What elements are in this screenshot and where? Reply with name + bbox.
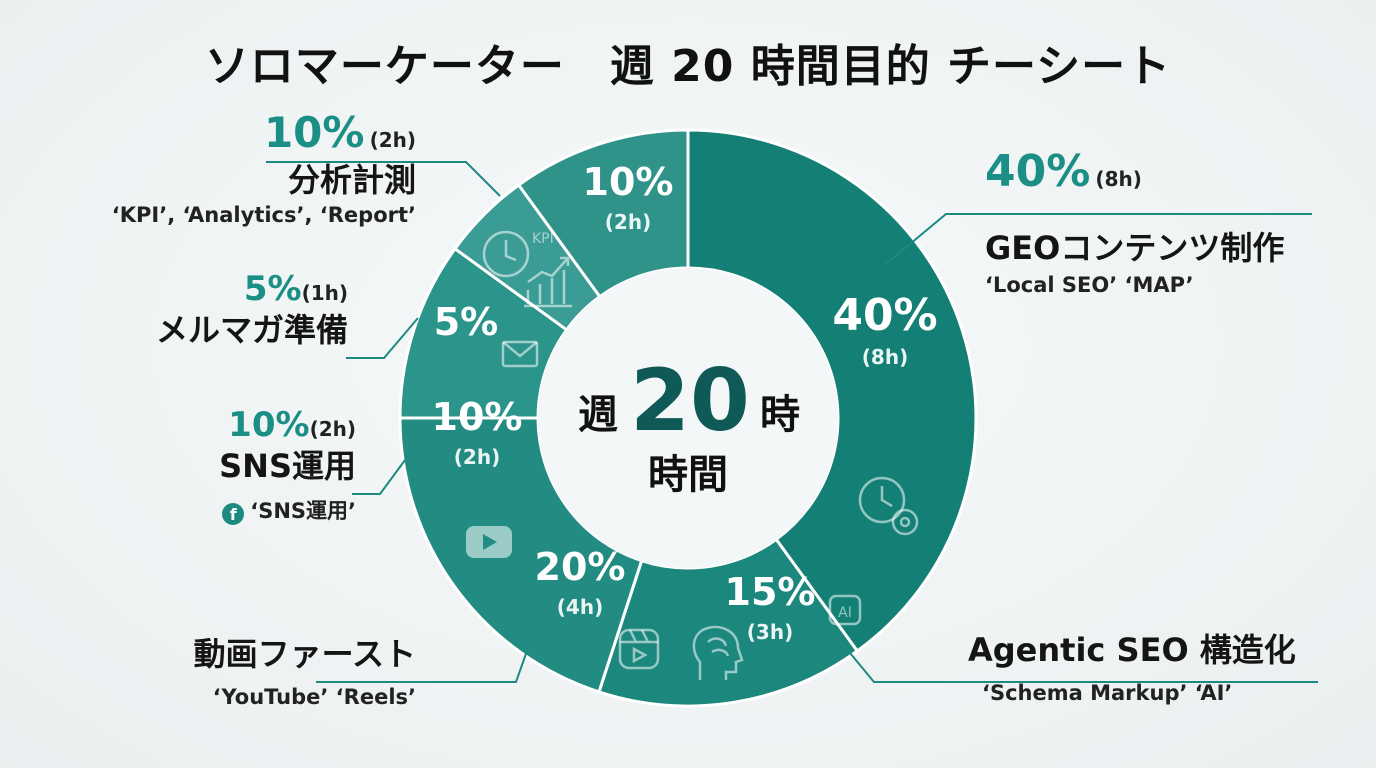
slice-hours-label: (3h) [747,620,793,644]
brain-icon [692,625,744,680]
center-week: 週 [578,392,618,438]
donut-hole [538,268,838,568]
slice-hours-label: (8h) [862,345,908,369]
callout-agentic: Agentic SEO 構造化 ‘Schema Markup’ ‘AI’ [968,632,1296,705]
leader-line-4 [352,455,409,495]
callout-agentic-name: Agentic SEO 構造化 [968,631,1296,669]
slice-pct-label: 40% [832,290,937,341]
leader-line-5 [346,317,419,359]
callout-video-tags: ‘YouTube’ ‘Reels’ [212,684,416,709]
leader-lines [266,161,1318,683]
center-label: 時間 [648,452,728,498]
center-hours: 20 [630,351,750,451]
clock-gear-icon [858,476,919,536]
callout-geo-hours: (8h) [1095,167,1142,191]
callout-analytics: 10% (2h) 分析計測 ‘KPI’, ‘Analytics’, ‘Repor… [112,112,416,227]
slice-icons: AI KPI [466,230,919,680]
leader-line-2 [835,635,1318,683]
callout-sns-name: SNS運用 [219,447,356,485]
callout-mail-name: メルマガ準備 [155,311,348,349]
slice-hours-label: (2h) [605,210,651,234]
callout-mail-hours: (1h) [301,281,348,305]
slice-pct-label: 20% [535,545,626,589]
callout-sns: 10%(2h) SNS運用 f ‘SNS運用’ [219,408,356,525]
slice-pct-label: 5% [434,300,499,344]
center-hour-suffix: 時 [760,392,800,438]
leader-line-1 [885,213,1312,265]
callout-sns-hours: (2h) [309,417,356,441]
youtube-icon [466,526,512,558]
kpi-icon-text: KPI [532,231,554,247]
callout-agentic-tags: ‘Schema Markup’ ‘AI’ [982,680,1233,705]
callout-video: 動画ファースト ‘YouTube’ ‘Reels’ [194,636,416,709]
callout-geo-name: GEOコンテンツ制作 [985,229,1285,267]
callout-analytics-name: 分析計測 [287,161,416,199]
callout-geo: 40% (8h) [985,150,1142,194]
slice-labels: 40% (8h) 15% (3h) 20% (4h) 10% (2h) 5% 10% (2h) [432,160,938,644]
callout-analytics-tags: ‘KPI’, ‘Analytics’, ‘Report’ [111,202,416,227]
ai-icon-text: AI [838,605,852,621]
leader-line-6 [266,161,501,197]
slice-pct-label: 10% [432,395,523,439]
ai-chip-icon: AI [828,594,862,626]
callout-analytics-hours: (2h) [369,128,416,152]
facebook-icon: f [222,502,245,525]
callout-geo-tags: ‘Local SEO’ ‘MAP’ [985,272,1194,297]
slice-hours-label: (4h) [557,595,603,619]
callout-mail-pct: 5% [243,269,302,309]
callout-geo-body: GEOコンテンツ制作 ‘Local SEO’ ‘MAP’ [985,230,1284,297]
callout-sns-tags: ‘SNS運用’ [250,498,356,523]
slice-hours-label: (2h) [454,445,500,469]
callout-video-name: 動画ファースト [193,635,416,673]
callout-mail: 5%(1h) メルマガ準備 [156,272,348,349]
leader-line-3 [316,647,529,683]
callout-geo-pct: 40% [985,146,1091,197]
bar-chart-icon [524,256,572,308]
slice-pct-label: 15% [725,570,816,614]
kpi-clock-icon: KPI [482,230,554,278]
reels-icon [618,628,660,670]
mail-icon [501,340,539,368]
callout-sns-pct: 10% [228,405,310,445]
callout-analytics-pct: 10% [263,108,365,157]
page-title: ソロマーケーター 週 20 時間目的 チーシート [204,41,1172,92]
slice-pct-label: 10% [583,160,674,204]
